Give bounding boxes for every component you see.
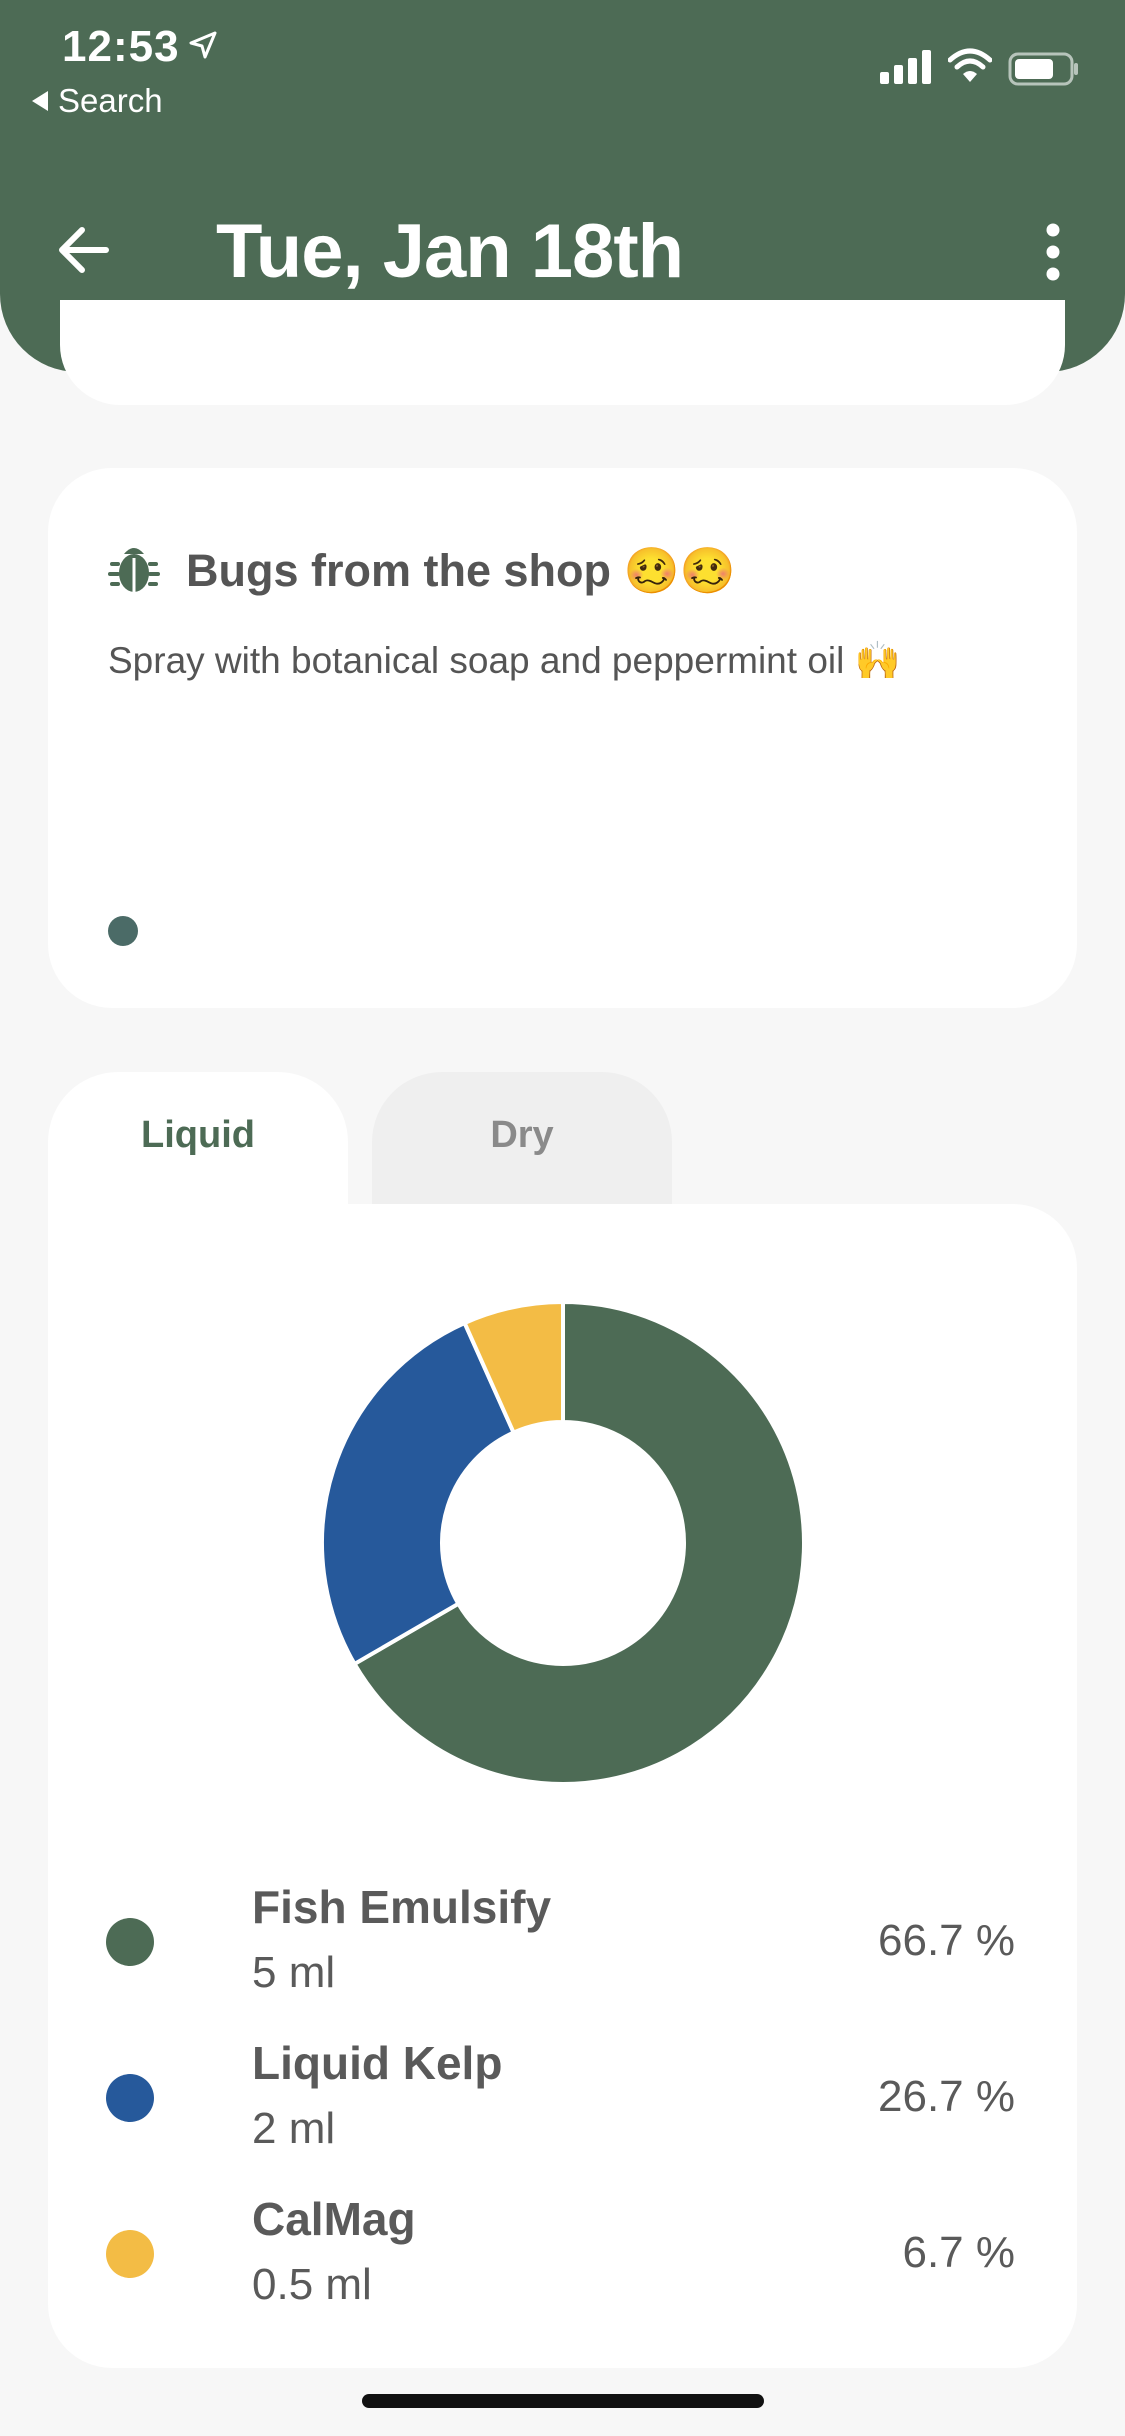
cellular-signal-icon bbox=[880, 50, 931, 84]
wifi-icon bbox=[948, 48, 992, 82]
donut-slice-liquid-kelp bbox=[320, 1320, 517, 1667]
legend-item-liquid-kelp: Liquid Kelp 2 ml 26.7 % bbox=[48, 2036, 1077, 2176]
note-card[interactable]: Bugs from the shop 🥴🥴 Spray with botanic… bbox=[48, 468, 1077, 1008]
legend-percent: 6.7 % bbox=[902, 2228, 1015, 2277]
legend-name: Fish Emulsify bbox=[252, 1881, 552, 1933]
back-arrow-icon[interactable] bbox=[56, 222, 112, 278]
back-triangle-icon bbox=[32, 91, 48, 111]
legend-color-dot bbox=[106, 1918, 154, 1966]
legend-percent: 66.7 % bbox=[878, 1916, 1015, 1965]
more-options-icon[interactable] bbox=[1043, 222, 1063, 282]
legend-color-dot bbox=[106, 2230, 154, 2278]
nutrient-chart-card: Fish Emulsify 5 ml 66.7 % Liquid Kelp 2 … bbox=[48, 1204, 1077, 2368]
home-indicator[interactable] bbox=[362, 2394, 764, 2408]
legend-name: Liquid Kelp bbox=[252, 2037, 503, 2089]
location-arrow-icon bbox=[189, 31, 217, 59]
note-title: Bugs from the shop 🥴🥴 bbox=[186, 545, 736, 596]
nutrient-donut-chart bbox=[320, 1300, 806, 1786]
status-time: 12:53 bbox=[62, 22, 180, 71]
page-title: Tue, Jan 18th bbox=[216, 209, 684, 294]
bug-icon bbox=[108, 548, 160, 592]
legend-item-fish-emulsify: Fish Emulsify 5 ml 66.7 % bbox=[48, 1880, 1077, 2020]
previous-card-peek bbox=[60, 300, 1065, 405]
legend-item-calmag: CalMag 0.5 ml 6.7 % bbox=[48, 2192, 1077, 2332]
note-indicator-dot bbox=[108, 916, 138, 946]
legend-percent: 26.7 % bbox=[878, 2072, 1015, 2121]
donut-slice-calmag bbox=[461, 1300, 565, 1436]
donut-slice-fish-emulsify bbox=[351, 1300, 806, 1786]
tab-liquid[interactable]: Liquid bbox=[48, 1072, 348, 1212]
legend-amount: 5 ml bbox=[252, 1948, 336, 1997]
back-to-search-link[interactable]: Search bbox=[32, 82, 163, 120]
tab-dry[interactable]: Dry bbox=[372, 1072, 672, 1212]
legend-amount: 2 ml bbox=[252, 2104, 336, 2153]
legend-amount: 0.5 ml bbox=[252, 2260, 372, 2309]
legend-name: CalMag bbox=[252, 2193, 416, 2245]
legend-color-dot bbox=[106, 2074, 154, 2122]
back-app-label: Search bbox=[58, 82, 163, 119]
note-body: Spray with botanical soap and peppermint… bbox=[108, 640, 901, 681]
battery-icon bbox=[1008, 52, 1078, 86]
